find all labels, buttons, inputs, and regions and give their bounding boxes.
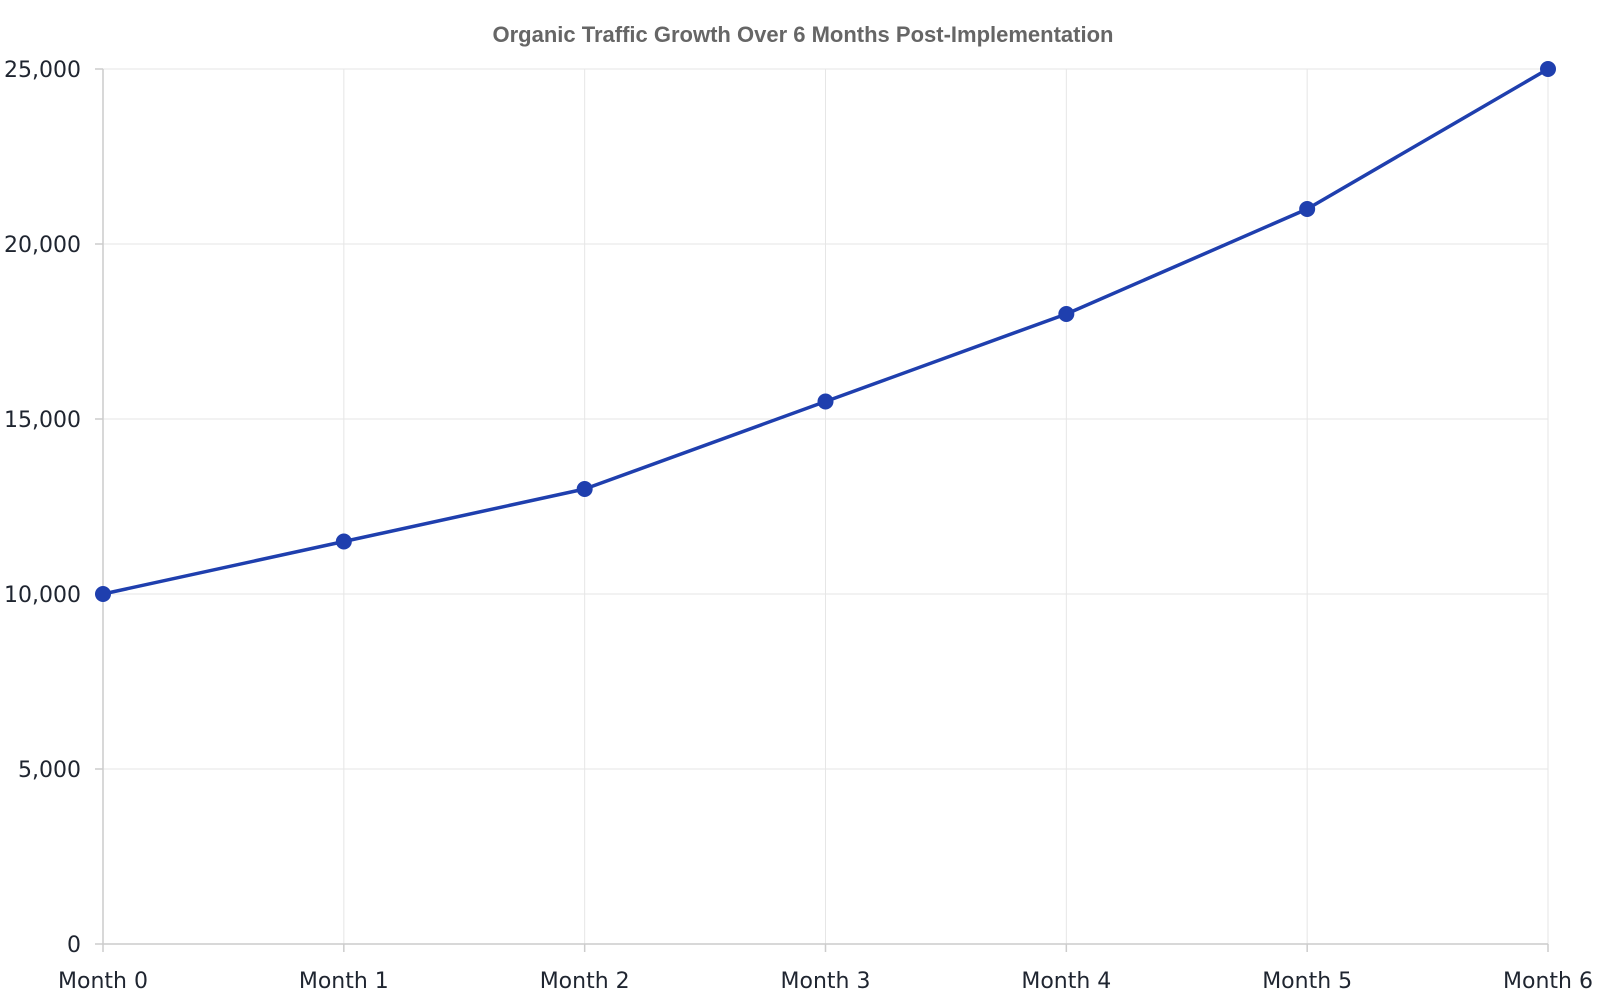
x-tick-label: Month 3 [781, 969, 871, 994]
x-tick-label: Month 2 [540, 969, 630, 994]
data-point[interactable] [1540, 61, 1556, 77]
y-tick-label: 10,000 [4, 583, 81, 608]
y-tick-label: 25,000 [4, 58, 81, 83]
y-tick-label: 20,000 [4, 233, 81, 258]
data-point[interactable] [1058, 306, 1075, 322]
series [95, 61, 1556, 602]
y-tick-label: 5,000 [18, 758, 81, 783]
y-axis-ticks: 0 5,000 10,000 15,000 20,000 25,000 [4, 58, 81, 958]
x-axis-ticks: Month 0 Month 1 Month 2 Month 3 Month 4 Month… [58, 969, 1593, 994]
x-tick-label: Month 0 [58, 969, 148, 994]
data-point[interactable] [335, 533, 352, 550]
grid [103, 68, 1549, 944]
x-tick-label: Month 1 [299, 969, 389, 994]
data-point[interactable] [95, 586, 111, 602]
chart-title: Organic Traffic Growth Over 6 Months Pos… [493, 22, 1114, 47]
y-tick-label: 0 [67, 933, 81, 958]
data-point[interactable] [576, 481, 593, 497]
y-tick-label: 15,000 [4, 408, 81, 433]
x-tick-label: Month 5 [1262, 969, 1352, 994]
x-tick-label: Month 4 [1021, 969, 1111, 994]
x-tick-label: Month 6 [1503, 969, 1593, 994]
axes [95, 68, 1549, 952]
data-point[interactable] [1299, 201, 1316, 217]
data-point[interactable] [817, 393, 834, 410]
